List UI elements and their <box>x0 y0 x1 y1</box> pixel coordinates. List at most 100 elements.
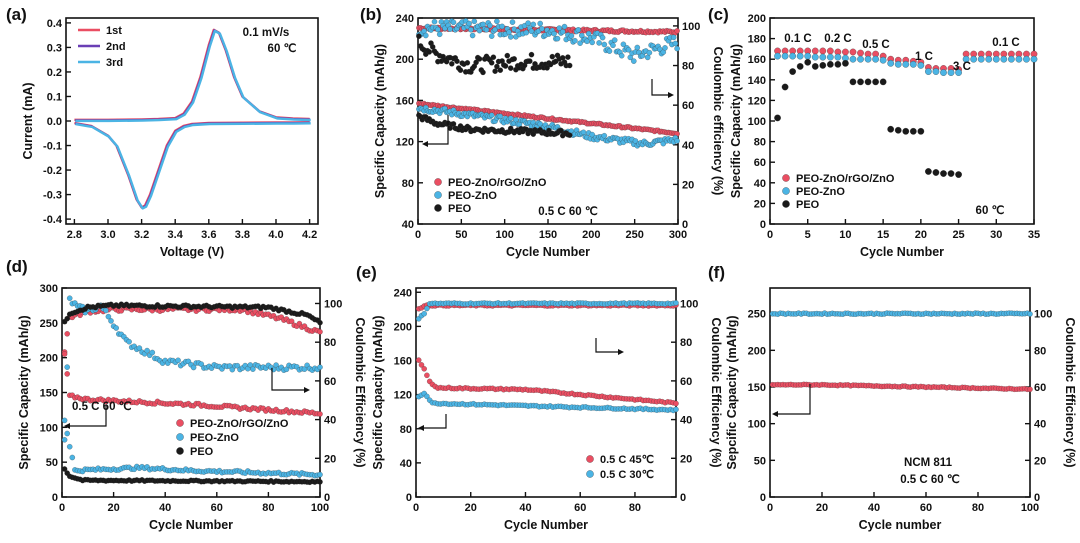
x-tick-label: 10 <box>839 229 851 241</box>
data-point <box>454 58 460 64</box>
data-point <box>511 56 517 62</box>
data-point <box>61 437 68 443</box>
data-point <box>796 52 804 60</box>
y-tick-label: -0.1 <box>43 141 62 153</box>
y2-tick-label: 20 <box>324 453 336 465</box>
data-point <box>909 60 917 68</box>
annotation: 60 ℃ <box>268 42 297 55</box>
x-tick-label: 0 <box>59 502 65 514</box>
y2-tick-label: 40 <box>1034 419 1046 431</box>
x-tick-label: 20 <box>915 229 927 241</box>
data-point <box>826 60 834 68</box>
plot-marks <box>774 47 1038 178</box>
x-tick-label: 3.4 <box>168 229 184 241</box>
data-point <box>229 366 236 373</box>
data-point <box>415 357 422 363</box>
panel-b: 0 50 100 150 200 250 300 40 80 120 160 200 240 0 20 40 6… <box>360 5 725 259</box>
data-point <box>872 55 879 63</box>
arrowhead <box>422 141 428 147</box>
data-point <box>466 20 472 27</box>
data-point <box>556 25 563 31</box>
data-point <box>528 51 535 58</box>
y2-tick-label: 80 <box>680 337 692 349</box>
y-axis-label: Sepcific Capacity (mAh/g) <box>725 315 739 469</box>
annotation: 0.5 C 60 ℃ <box>538 205 598 218</box>
data-point <box>572 37 578 44</box>
y2-tick-label: 40 <box>324 415 336 427</box>
y-tick-label: 0.3 <box>47 42 62 54</box>
arrowhead <box>418 425 424 431</box>
y-tick-label: 0.2 <box>47 67 62 79</box>
arrow-to-left-axis <box>70 406 107 427</box>
data-point <box>464 60 471 66</box>
data-point <box>490 54 497 60</box>
data-point <box>887 125 895 133</box>
data-point <box>61 466 68 472</box>
data-point <box>1000 55 1008 63</box>
y-tick-label: 0 <box>760 492 766 504</box>
data-point <box>507 65 514 71</box>
y-tick-label: 160 <box>396 95 414 107</box>
data-point <box>492 26 498 33</box>
data-point <box>662 45 668 51</box>
data-point <box>849 78 857 86</box>
plot-marks <box>61 295 323 486</box>
data-point <box>940 69 947 76</box>
legend: 1st 2nd 3rd <box>78 25 126 69</box>
legend-label: PEO-ZnO <box>796 186 845 198</box>
arrow-to-right-axis <box>595 338 618 353</box>
y-tick-label: 160 <box>394 356 412 368</box>
data-point <box>970 55 978 63</box>
data-point <box>61 351 68 357</box>
data-point <box>504 52 511 59</box>
plot-frame <box>415 287 677 498</box>
data-point <box>894 126 902 134</box>
data-point <box>436 31 443 38</box>
y-tick-label: 0.4 <box>47 18 63 30</box>
y-tick-label: 200 <box>394 321 412 333</box>
data-point <box>525 20 531 26</box>
data-point <box>317 411 323 417</box>
data-point <box>103 307 109 314</box>
y-tick-label: 50 <box>754 455 766 467</box>
y-tick-label: 0.1 <box>47 91 62 103</box>
data-point <box>539 25 545 32</box>
data-point <box>1030 55 1038 63</box>
data-point <box>673 300 679 306</box>
data-point <box>497 113 504 120</box>
x-tick-label: 15 <box>877 229 889 241</box>
data-point <box>932 68 940 75</box>
cv-cathodic-curve-2 <box>74 121 311 210</box>
legend-label: PEO <box>190 446 214 458</box>
data-point <box>601 132 608 139</box>
y-tick-label: 120 <box>748 95 766 107</box>
y2-tick-label: 0 <box>324 492 330 504</box>
y2-tick-label: 20 <box>680 453 692 465</box>
y2-tick-label: 0 <box>680 492 686 504</box>
y-tick-label: 0.0 <box>47 116 62 128</box>
data-point <box>781 52 789 60</box>
y-tick-label: 120 <box>394 390 412 402</box>
data-point <box>917 62 925 69</box>
arrow-to-left-axis <box>424 414 447 429</box>
data-point <box>789 68 796 75</box>
y-tick-label: 80 <box>400 424 412 436</box>
y2-tick-label: 100 <box>324 298 342 310</box>
data-point <box>530 21 537 28</box>
x-tick-label: 0 <box>415 229 421 241</box>
y-tick-label: 240 <box>396 13 414 25</box>
legend-label: PEO-ZnO/rGO/ZnO <box>796 173 895 185</box>
data-point <box>424 393 430 400</box>
data-point <box>811 63 819 70</box>
data-point <box>423 32 429 39</box>
data-point <box>811 53 819 61</box>
data-point <box>431 18 438 25</box>
y-tick-label: 120 <box>396 137 414 149</box>
legend-swatch <box>586 470 594 478</box>
arrow-to-right-axis <box>651 79 668 96</box>
y-tick-label: 180 <box>748 34 766 46</box>
data-point <box>144 347 150 354</box>
panel-c: 0 5 10 15 20 25 30 35 0 20 40 60 80 100 120 140 160 180 20… <box>708 5 1040 259</box>
data-point <box>781 83 789 91</box>
